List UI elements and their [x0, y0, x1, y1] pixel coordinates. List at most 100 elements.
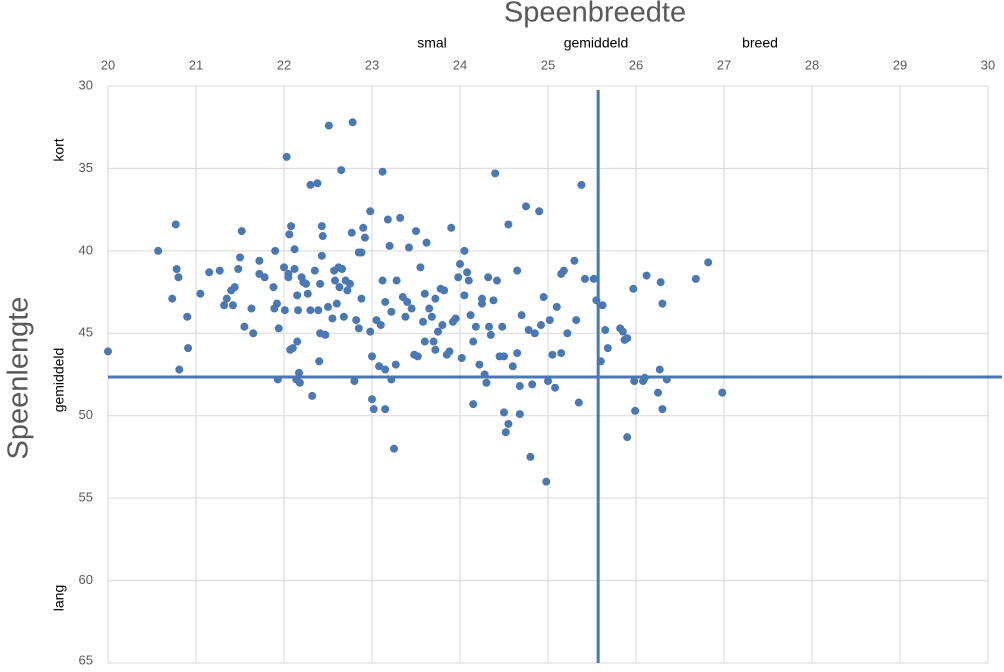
point: [431, 345, 440, 354]
point: [572, 316, 581, 325]
point: [337, 166, 346, 175]
point: [171, 220, 180, 229]
point: [237, 227, 246, 236]
point: [368, 352, 376, 361]
point: [542, 477, 551, 486]
chart-title: Speenbreedte: [504, 0, 686, 29]
point: [368, 395, 376, 404]
point: [346, 279, 354, 288]
point: [303, 289, 312, 298]
point: [293, 291, 302, 300]
point: [249, 329, 258, 338]
point: [642, 271, 651, 280]
point: [552, 302, 561, 311]
point: [598, 301, 607, 310]
point: [469, 400, 478, 409]
point: [623, 334, 632, 343]
point: [317, 251, 326, 260]
point: [420, 289, 429, 298]
point: [500, 352, 508, 361]
point: [260, 273, 269, 282]
point: [352, 316, 361, 325]
point: [601, 325, 610, 334]
x-tick-label: 25: [541, 57, 555, 72]
point: [691, 274, 700, 283]
point: [528, 380, 537, 389]
point: [419, 317, 428, 326]
point: [416, 263, 425, 272]
point: [498, 322, 507, 331]
point: [544, 377, 552, 386]
point: [295, 378, 304, 387]
y-tick-label: 45: [79, 325, 93, 340]
point: [350, 377, 359, 386]
point: [247, 304, 256, 313]
point: [456, 260, 464, 269]
point: [475, 360, 484, 369]
point: [175, 365, 184, 374]
point: [316, 279, 325, 288]
point: [387, 307, 396, 316]
point: [463, 268, 472, 277]
point: [272, 299, 281, 308]
point: [321, 330, 330, 339]
point: [508, 362, 517, 371]
point: [343, 286, 352, 295]
point: [324, 121, 333, 130]
y-axis-title: Speenlengte: [3, 297, 35, 460]
point: [536, 321, 545, 330]
x-tick-label: 22: [277, 57, 291, 72]
point: [451, 314, 460, 323]
point: [445, 347, 454, 356]
point: [385, 241, 394, 250]
point: [168, 294, 177, 303]
y-tick-label: 65: [79, 652, 93, 667]
point: [308, 391, 317, 400]
point: [313, 179, 322, 188]
point: [154, 246, 163, 255]
y-tick-label: 35: [79, 160, 93, 175]
point: [360, 233, 369, 242]
point: [422, 238, 431, 247]
point: [359, 223, 368, 232]
point: [222, 294, 231, 303]
point: [366, 327, 375, 336]
point: [381, 405, 390, 414]
point: [427, 312, 436, 321]
point: [282, 152, 291, 161]
point: [366, 207, 375, 216]
point: [539, 293, 548, 302]
point: [718, 388, 727, 397]
point: [504, 419, 513, 428]
point: [314, 306, 323, 315]
point: [655, 365, 664, 374]
point: [580, 274, 589, 283]
point: [515, 382, 524, 391]
x-tick-label: 27: [717, 57, 731, 72]
point: [629, 284, 638, 293]
point: [574, 398, 583, 407]
point: [504, 220, 513, 229]
point: [228, 301, 237, 310]
point: [338, 264, 347, 273]
point: [460, 246, 469, 255]
point: [230, 283, 239, 292]
point: [535, 207, 544, 216]
point: [548, 350, 557, 359]
point: [290, 245, 299, 254]
x-tick-label: 29: [893, 57, 907, 72]
point: [315, 357, 324, 366]
point: [357, 294, 366, 303]
point: [280, 263, 288, 272]
point: [486, 330, 495, 339]
point: [174, 273, 183, 282]
point: [466, 311, 475, 320]
point: [440, 286, 449, 295]
point: [328, 314, 337, 323]
point: [551, 383, 560, 392]
point: [280, 306, 289, 315]
x-tick-label: 21: [189, 57, 203, 72]
x-tick-label: 30: [981, 57, 995, 72]
point: [492, 276, 501, 285]
